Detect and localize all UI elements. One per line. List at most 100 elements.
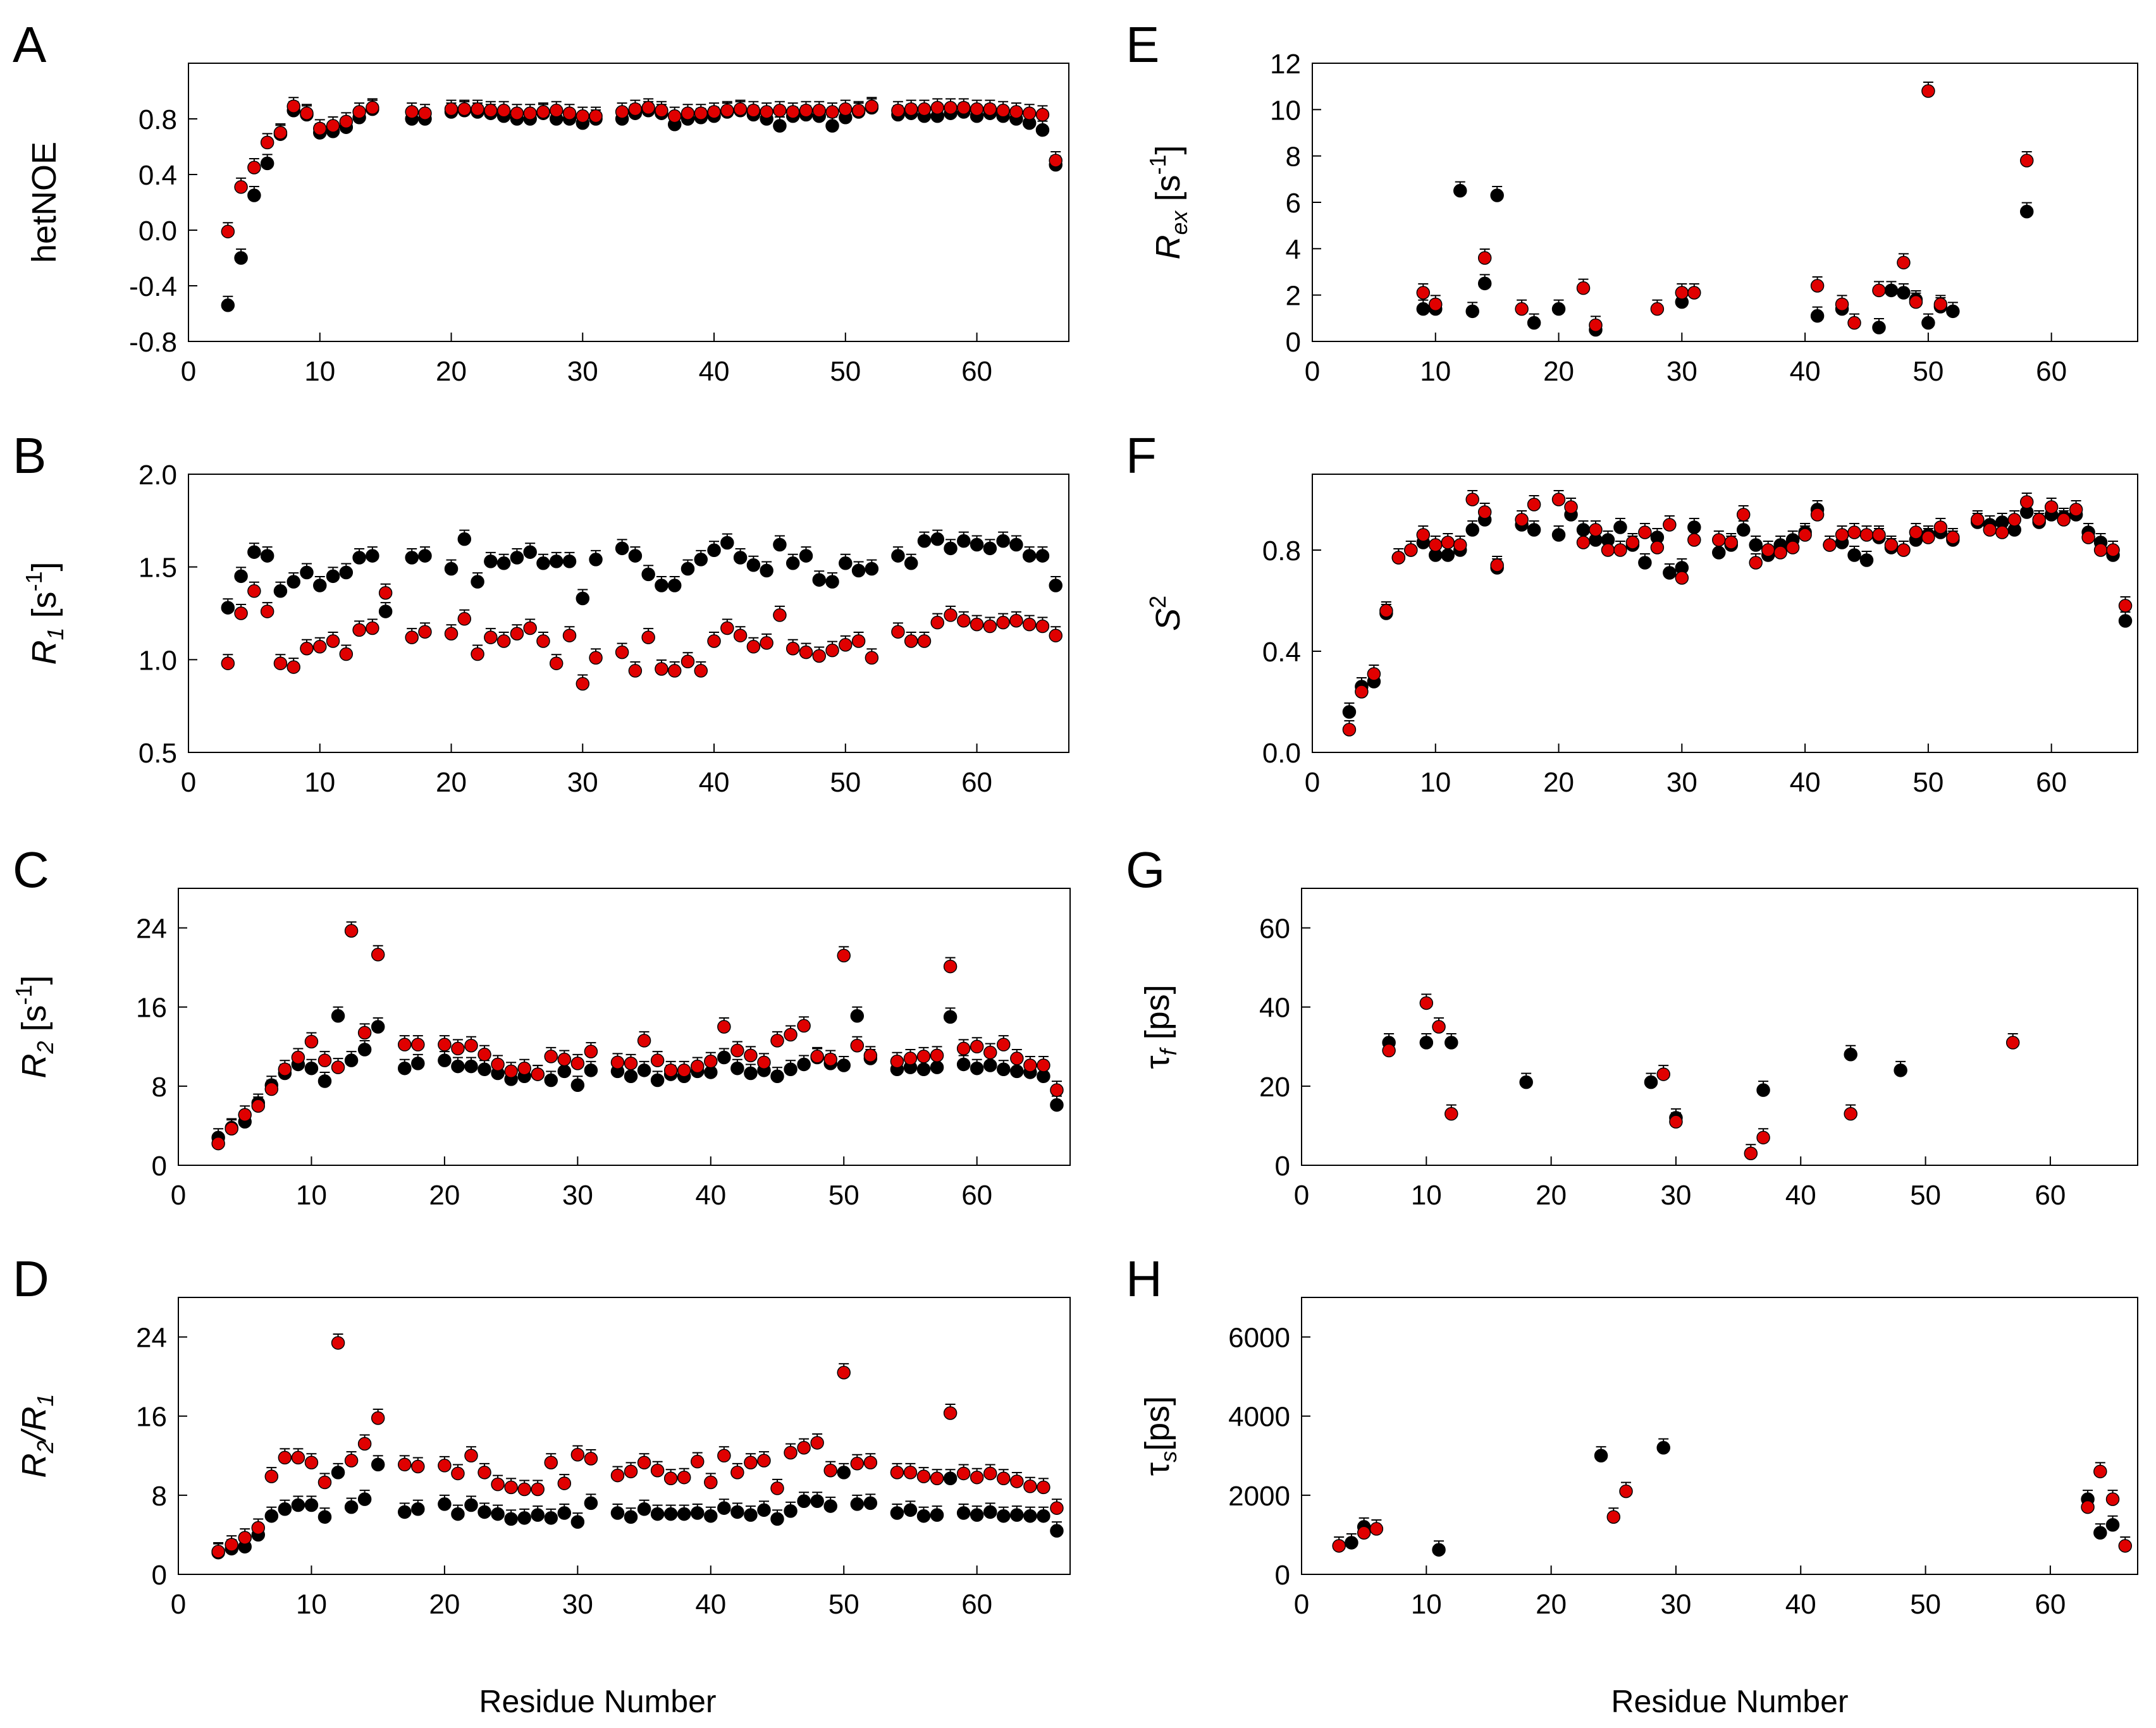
plot-frame (188, 63, 1069, 342)
point-red (1663, 518, 1677, 532)
y-tick-label: 8 (1286, 142, 1301, 173)
point-red (944, 101, 958, 115)
x-tick-label: 30 (562, 1589, 593, 1620)
point-red (1638, 525, 1652, 539)
point-red (746, 104, 761, 118)
y-axis-label: R2/R1 (15, 1394, 58, 1478)
plot-frame (1301, 888, 2138, 1166)
point-red (234, 180, 248, 194)
point-red (624, 1464, 638, 1479)
point-red (211, 1136, 225, 1151)
point-red (1037, 1480, 1050, 1495)
panel-letter: G (1126, 842, 1165, 898)
point-red (496, 634, 511, 648)
y-tick-label: 8 (152, 1481, 167, 1512)
point-red (983, 1045, 997, 1060)
point-red (903, 1466, 918, 1480)
point-black (260, 549, 274, 563)
x-tick-label: 20 (1536, 1589, 1567, 1620)
point-red (2044, 500, 2059, 514)
point-black (1519, 1075, 1533, 1089)
point-red (825, 105, 839, 119)
point-red (2005, 1036, 2020, 1050)
point-red (1010, 1051, 1024, 1065)
point-red (1687, 286, 1701, 300)
point-red (457, 102, 472, 116)
point-red (589, 651, 603, 665)
point-black (930, 1508, 944, 1522)
point-red (970, 617, 984, 632)
x-axis-label-left: Residue Number (479, 1684, 716, 1719)
point-red (300, 106, 314, 120)
y-tick-label: 0 (1275, 1560, 1290, 1591)
point-black (326, 569, 340, 584)
panel-A: A -0.8 -0.4 0.0 0.4 0.8 0 10 20 30 40 50 60 hetNOE (13, 16, 1069, 387)
point-red (744, 1455, 758, 1469)
point-black (1527, 316, 1541, 330)
point-red (366, 621, 379, 635)
point-red (707, 634, 721, 648)
point-red (730, 1466, 744, 1480)
point-red (839, 102, 853, 116)
x-tick-label: 10 (1420, 767, 1451, 798)
point-black (1656, 1441, 1670, 1455)
point-red (1050, 1501, 1064, 1515)
point-red (464, 1449, 478, 1463)
point-black (637, 1063, 651, 1077)
point-red (1921, 530, 1935, 544)
point-red (1983, 523, 1997, 537)
point-red (1884, 538, 1899, 552)
point-black (1050, 1098, 1064, 1112)
point-black (477, 1505, 491, 1519)
point-black (1023, 1509, 1037, 1523)
x-tick-label: 60 (961, 767, 992, 798)
point-red (677, 1063, 691, 1077)
point-red (2081, 530, 2095, 544)
point-black (523, 545, 537, 559)
point-black (1644, 1075, 1658, 1089)
point-black (730, 1061, 744, 1075)
point-black (810, 1494, 824, 1508)
x-tick-label: 50 (830, 356, 861, 387)
point-black (304, 1498, 319, 1512)
point-red (773, 608, 787, 622)
point-red (944, 608, 958, 622)
point-red (770, 1481, 784, 1495)
panel-B: B 0.5 1.0 1.5 2.0 0 10 20 30 40 50 60 R1 [s-1] (13, 427, 1069, 798)
point-red (677, 1470, 691, 1485)
point-red (576, 109, 590, 123)
point-red (562, 628, 577, 642)
point-red (1933, 520, 1948, 534)
point-black (496, 556, 511, 570)
y-axis-label: hetNOE (25, 142, 63, 263)
point-black (760, 563, 773, 578)
x-tick-label: 40 (1785, 1589, 1816, 1620)
plot-frame (178, 888, 1071, 1166)
y-tick-label: 0.8 (139, 104, 177, 135)
point-black (1419, 1036, 1434, 1050)
x-tick-label: 0 (1294, 1589, 1309, 1620)
point-black (1010, 1508, 1024, 1522)
point-red (720, 104, 734, 118)
point-black (557, 1064, 572, 1079)
panel-E: E 0 2 4 6 8 10 12 0 10 20 30 40 50 60 Rex [s-1] (1126, 16, 2138, 387)
point-black (278, 1502, 292, 1516)
point-red (1872, 283, 1886, 298)
point-black (491, 1507, 505, 1521)
point-red (504, 1480, 518, 1495)
point-red (650, 1053, 665, 1067)
point-red (810, 1436, 824, 1450)
x-tick-label: 0 (181, 767, 196, 798)
point-black (247, 188, 261, 202)
point-red (444, 627, 459, 641)
point-black (744, 1066, 758, 1081)
point-red (1675, 286, 1689, 300)
point-red (799, 645, 813, 659)
point-black (799, 549, 813, 563)
point-black (797, 1494, 811, 1508)
point-red (464, 1038, 478, 1053)
point-black (865, 561, 879, 576)
point-red (444, 102, 459, 116)
point-red (637, 1455, 651, 1469)
point-black (317, 1510, 332, 1524)
